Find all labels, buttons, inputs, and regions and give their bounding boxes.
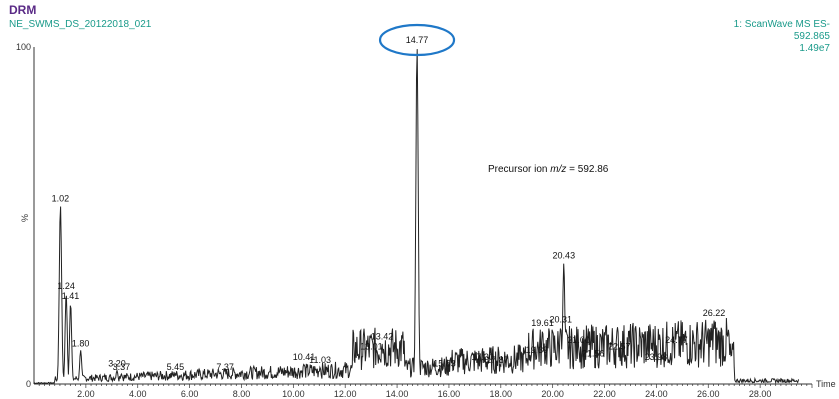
peak-label: 11.03 [309,355,331,365]
highlight-ellipse [378,23,456,57]
peak-label: 14.77 [406,35,429,45]
peak-label: 20.43 [553,251,576,261]
peak-label: 24.77 [665,335,688,345]
peak-label: 21.00 [567,335,590,345]
peak-label: 7.37 [216,362,234,372]
x-tick-label: 10.00 [282,389,305,399]
peak-label: 13.01 [360,342,383,352]
x-tick-label: 4.00 [129,389,147,399]
x-tick-label: 28.00 [749,389,772,399]
y-axis-label: % [20,214,30,222]
annotation-suffix: = 592.86 [566,164,608,175]
peak-label: 22.57 [608,342,631,352]
peak-label: 19.61 [531,318,554,328]
chromatogram-trace [33,49,800,385]
y-tick-label: 100 [16,42,31,52]
axes-group: 2.00 4.00 6.00 8.00 10.00 12.00 14.00 16.00 18.0… [16,42,836,399]
x-tick-label: 18.00 [490,389,513,399]
x-tick-label: 24.00 [645,389,668,399]
mass-label: 592.865 [793,31,830,42]
annotation-prefix: Precursor ion [488,164,550,175]
peak-label: 26.22 [703,308,726,318]
x-tick-label: 6.00 [181,389,199,399]
peak-label: 5.45 [167,362,185,372]
peak-label: 1.41 [62,291,80,301]
peak-label: 1.02 [52,193,70,203]
x-tick-label: 16.00 [438,389,461,399]
peak-label: 3.20 [108,359,126,369]
peak-labels-group: 1.02 1.241.41 1.80 3.203.37 5.45 7.37 10.4111.… [52,35,726,372]
x-tick-label: 2.00 [77,389,95,399]
peak-label: 17.87 [486,355,509,365]
x-tick-label: 20.00 [541,389,564,399]
peak-label: 1.80 [72,338,90,348]
annotation-italic: m/z [550,164,566,175]
peak-label: 23.98 [645,352,668,362]
intensity-label: 1.49e7 [799,43,830,54]
peak-label: 3.37 [113,362,131,372]
peak-label: 21.56 [582,348,605,358]
x-tick-label: 12.00 [334,389,357,399]
peak-label: 20.31 [549,315,572,325]
sample-name: NE_SWMS_DS_20122018_021 [9,19,152,30]
x-tick-label: 22.00 [593,389,616,399]
chart-title: DRM [9,3,37,17]
y-tick-label: 0 [26,379,31,389]
x-tick-label: 14.00 [386,389,409,399]
precursor-annotation: Precursor ion m/z = 592.86 [488,164,609,175]
peak-label: 1.24 [57,281,75,291]
function-info: 1: ScanWave MS ES- 592.865 1.49e7 [734,19,830,55]
function-label: 1: ScanWave MS ES- [733,19,830,30]
peak-label: 10.41 [293,352,316,362]
x-tick-label: 26.00 [697,389,720,399]
x-axis-label: Time [816,379,836,389]
peak-label: 13.42 [371,332,394,342]
x-tick-label: 8.00 [233,389,251,399]
peak-label: 15.83 [433,359,456,369]
peak-label: 17.30 [471,352,494,362]
peak-label: 19.39 [526,345,549,355]
